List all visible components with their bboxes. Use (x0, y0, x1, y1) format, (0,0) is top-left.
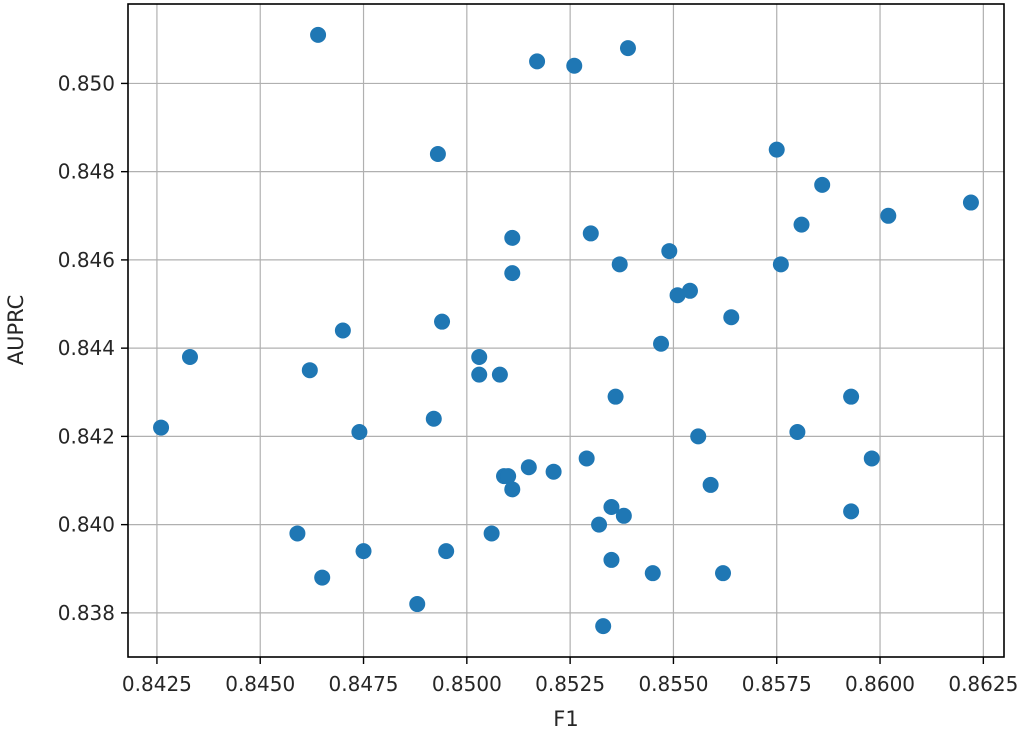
data-point (504, 481, 521, 498)
x-tick-label: 0.8550 (638, 672, 708, 696)
data-point (843, 503, 860, 520)
data-point (483, 525, 500, 542)
data-point (603, 551, 620, 568)
data-point (715, 565, 732, 582)
y-axis-ticks: 0.838 0.840 0.842 0.844 0.846 0.848 0.850 (58, 71, 128, 625)
y-tick-label: 0.838 (58, 601, 115, 625)
data-point (843, 388, 860, 405)
data-point (438, 543, 455, 560)
x-tick-label: 0.8450 (225, 672, 295, 696)
data-point (434, 313, 451, 330)
data-point (591, 516, 608, 533)
y-tick-label: 0.848 (58, 160, 115, 184)
data-point (582, 225, 599, 242)
data-point (351, 423, 368, 440)
data-points (153, 26, 979, 635)
data-point (310, 26, 327, 43)
data-point (772, 256, 789, 273)
x-axis-title: F1 (553, 707, 578, 731)
data-point (690, 428, 707, 445)
data-point (153, 419, 170, 436)
data-point (603, 498, 620, 515)
x-tick-label: 0.8625 (948, 672, 1018, 696)
y-tick-label: 0.846 (58, 248, 115, 272)
data-point (793, 216, 810, 233)
plot-frame (127, 3, 1005, 658)
data-point (595, 618, 612, 635)
data-point (314, 569, 331, 586)
data-point (644, 565, 661, 582)
data-point (681, 282, 698, 299)
data-point (814, 176, 831, 193)
y-tick-label: 0.842 (58, 424, 115, 448)
data-point (429, 146, 446, 163)
data-point (334, 322, 351, 339)
y-axis-title: AUPRC (4, 295, 28, 366)
data-point (653, 335, 670, 352)
data-point (611, 256, 628, 273)
data-point (409, 596, 426, 613)
x-tick-label: 0.8525 (535, 672, 605, 696)
data-point (669, 287, 686, 304)
x-tick-label: 0.8475 (329, 672, 399, 696)
data-point (607, 388, 624, 405)
data-point (504, 265, 521, 282)
data-point (500, 468, 517, 485)
data-point (471, 366, 488, 383)
data-point (301, 362, 318, 379)
data-point (471, 348, 488, 365)
data-point (425, 410, 442, 427)
data-point (702, 476, 719, 493)
y-tick-label: 0.840 (58, 513, 115, 537)
data-point (619, 40, 636, 57)
data-point (355, 543, 372, 560)
data-point (181, 348, 198, 365)
data-point (566, 57, 583, 74)
data-point (661, 243, 678, 260)
y-tick-label: 0.850 (58, 71, 115, 95)
x-tick-label: 0.8575 (742, 672, 812, 696)
data-point (504, 229, 521, 246)
data-point (529, 53, 546, 70)
data-point (578, 450, 595, 467)
data-point (289, 525, 306, 542)
data-point (615, 507, 632, 524)
data-point (863, 450, 880, 467)
x-axis-ticks: 0.8425 0.8450 0.8475 0.8500 0.8525 0.8550 0.85… (122, 657, 1018, 696)
data-point (520, 459, 537, 476)
data-point (789, 423, 806, 440)
data-point (768, 141, 785, 158)
grid-lines (128, 4, 1004, 657)
x-tick-label: 0.8425 (122, 672, 192, 696)
data-point (880, 207, 897, 224)
data-point (723, 309, 740, 326)
x-tick-label: 0.8600 (845, 672, 915, 696)
data-point (545, 463, 562, 480)
x-tick-label: 0.8500 (432, 672, 502, 696)
data-point (962, 194, 979, 211)
y-tick-label: 0.844 (58, 336, 115, 360)
data-point (491, 366, 508, 383)
